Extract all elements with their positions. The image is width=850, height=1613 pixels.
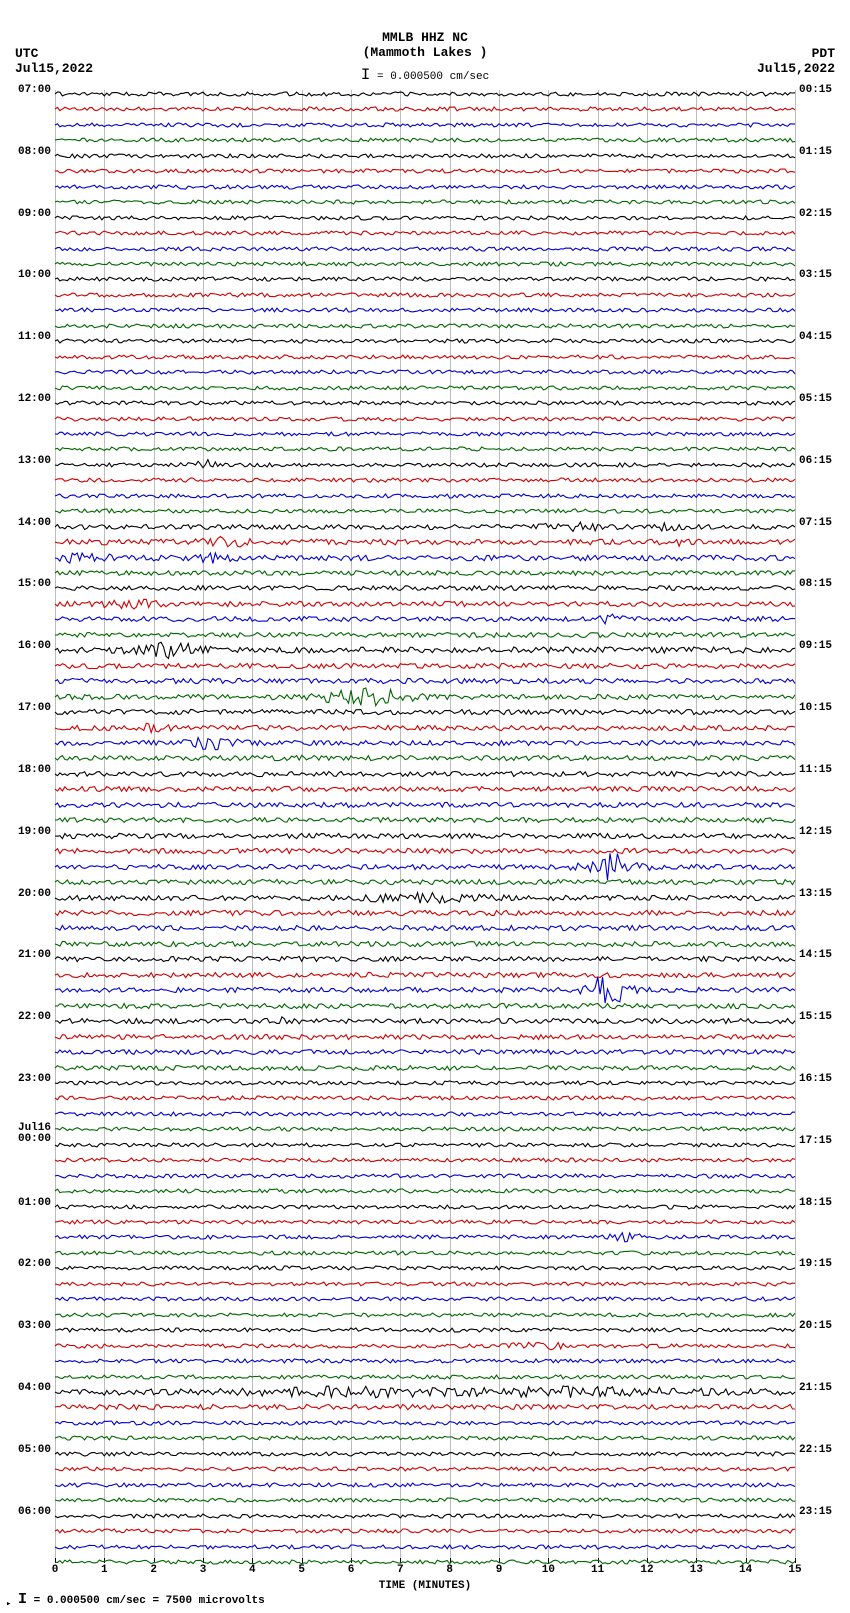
- pdt-time-label: 23:15: [799, 1506, 832, 1518]
- pdt-time-label: 11:15: [799, 764, 832, 776]
- pdt-time-label: 07:15: [799, 517, 832, 529]
- pdt-time-label: 19:15: [799, 1258, 832, 1270]
- utc-time-label: 05:00: [18, 1444, 51, 1456]
- utc-time-label: 03:00: [18, 1320, 51, 1332]
- pdt-time-label: 10:15: [799, 702, 832, 714]
- utc-time-label: 07:00: [18, 84, 51, 96]
- utc-time-label: 11:00: [18, 331, 51, 343]
- pdt-time-label: 00:15: [799, 84, 832, 96]
- utc-time-label: 23:00: [18, 1073, 51, 1085]
- utc-time-label: 18:00: [18, 764, 51, 776]
- timezone-right: PDT Jul15,2022: [757, 46, 835, 76]
- pdt-time-label: 08:15: [799, 578, 832, 590]
- utc-time-label: 02:00: [18, 1258, 51, 1270]
- utc-time-label: 09:00: [18, 208, 51, 220]
- seismogram-trace: [55, 1558, 795, 1566]
- pdt-time-label: 04:15: [799, 331, 832, 343]
- utc-time-label: Jul1600:00: [18, 1123, 51, 1145]
- utc-time-label: 19:00: [18, 826, 51, 838]
- utc-time-label: 15:00: [18, 578, 51, 590]
- utc-time-label: 04:00: [18, 1382, 51, 1394]
- pdt-time-label: 14:15: [799, 949, 832, 961]
- utc-time-label: 10:00: [18, 269, 51, 281]
- grid-line-vertical: [795, 90, 796, 1558]
- pdt-time-label: 13:15: [799, 888, 832, 900]
- pdt-time-label: 22:15: [799, 1444, 832, 1456]
- pdt-time-label: 02:15: [799, 208, 832, 220]
- utc-time-label: 17:00: [18, 702, 51, 714]
- utc-time-label: 06:00: [18, 1506, 51, 1518]
- pdt-time-label: 20:15: [799, 1320, 832, 1332]
- utc-time-label: 08:00: [18, 146, 51, 158]
- pdt-time-label: 21:15: [799, 1382, 832, 1394]
- pdt-time-label: 17:15: [799, 1135, 832, 1147]
- scale-indicator-bottom: ▸ I = 0.000500 cm/sec = 7500 microvolts: [6, 1591, 265, 1609]
- timezone-left: UTC Jul15,2022: [15, 46, 93, 76]
- pdt-time-label: 03:15: [799, 269, 832, 281]
- pdt-time-label: 09:15: [799, 640, 832, 652]
- utc-time-label: 12:00: [18, 393, 51, 405]
- utc-time-label: 14:00: [18, 517, 51, 529]
- utc-time-label: 20:00: [18, 888, 51, 900]
- pdt-time-label: 18:15: [799, 1197, 832, 1209]
- helicorder-plot: TIME (MINUTES) 012345678910111213141507:…: [55, 90, 795, 1558]
- x-axis-label: TIME (MINUTES): [379, 1580, 471, 1592]
- pdt-time-label: 06:15: [799, 455, 832, 467]
- station-subtitle: (Mammoth Lakes ): [0, 45, 850, 60]
- utc-time-label: 22:00: [18, 1011, 51, 1023]
- pdt-time-label: 12:15: [799, 826, 832, 838]
- pdt-time-label: 15:15: [799, 1011, 832, 1023]
- pdt-time-label: 05:15: [799, 393, 832, 405]
- utc-time-label: 13:00: [18, 455, 51, 467]
- pdt-time-label: 16:15: [799, 1073, 832, 1085]
- utc-time-label: 16:00: [18, 640, 51, 652]
- utc-time-label: 21:00: [18, 949, 51, 961]
- pdt-time-label: 01:15: [799, 146, 832, 158]
- station-title: MMLB HHZ NC: [0, 30, 850, 45]
- utc-time-label: 01:00: [18, 1197, 51, 1209]
